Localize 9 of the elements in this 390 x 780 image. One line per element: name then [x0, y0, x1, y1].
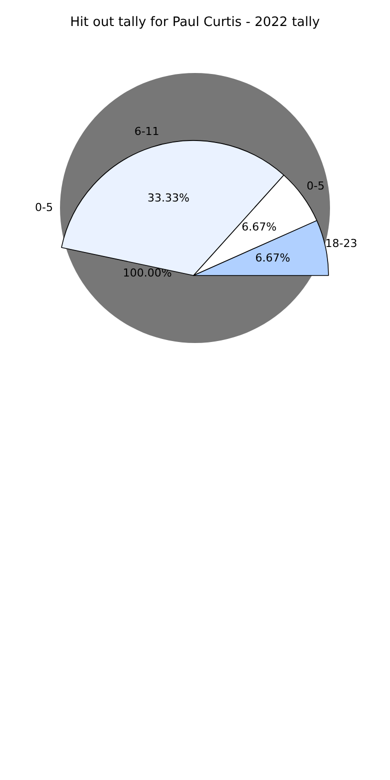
slice-label: 18-23	[325, 236, 358, 250]
data-label: 100.00%	[122, 266, 172, 280]
data-label: 33.33%	[147, 191, 190, 204]
slice-label: 0-5	[306, 180, 325, 193]
slice-label: 6-11	[134, 124, 160, 138]
data-label: 6.67%	[242, 220, 277, 234]
slice-label: 0-5	[35, 200, 53, 214]
chart-title: Hit out tally for Paul Curtis - 2022 tally	[69, 14, 321, 32]
data-label: 6.67%	[255, 252, 290, 265]
